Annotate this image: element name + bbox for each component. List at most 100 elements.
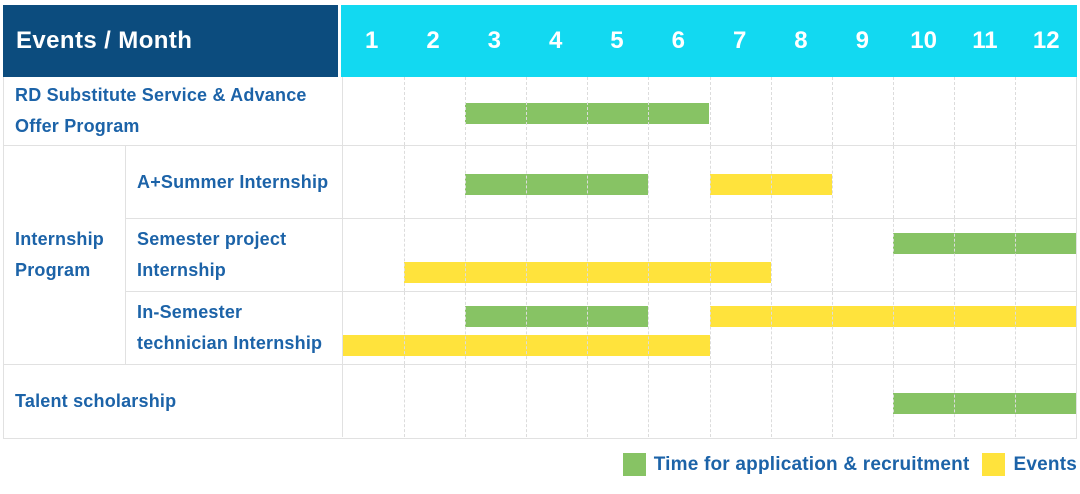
month-header-12: 12 [1032,27,1060,54]
month-gridline [404,219,406,291]
gantt-bar-application [465,306,649,327]
month-gridline [587,365,589,437]
month-gridline [709,146,711,218]
month-gridline [465,77,467,145]
month-gridline [892,77,894,145]
row-a-plus-summer-internship: A+Summer Internship [126,146,1076,219]
month-header-4: 4 [548,27,563,54]
month-gridline [1014,146,1016,218]
row-label: Talent scholarship [4,365,343,437]
header-label-cell: Events / Month [3,5,338,77]
month-gridline [831,292,833,364]
month-header-2: 2 [426,27,440,54]
gantt-table: Events / Month 1 2 3 4 5 6 7 8 9 10 11 1… [3,5,1077,439]
gantt-bar-application [892,393,1076,414]
row-label: In-Semester technician Internship [126,292,343,364]
month-gridline [831,146,833,218]
chart-cell [343,365,1076,437]
gantt-bar-application [465,174,649,195]
month-gridline [648,292,650,364]
month-gridline [953,146,955,218]
month-gridline [526,146,528,218]
month-gridline [1014,365,1016,437]
row-label: Semester project Internship [126,219,343,291]
month-gridline [892,146,894,218]
month-gridline [892,219,894,291]
chart-cell [343,292,1076,364]
month-gridline [404,292,406,364]
month-gridline [526,365,528,437]
legend: Time for application & recruitment Event… [622,453,1077,476]
month-gridline [465,219,467,291]
row-in-semester-technician-internship: In-Semester technician Internship [126,292,1076,364]
month-gridline [465,365,467,437]
month-gridline [648,146,650,218]
gantt-bar-application [892,233,1076,254]
month-header-10: 10 [910,27,937,54]
month-header-8: 8 [794,27,808,54]
month-gridline [709,365,711,437]
month-gridline [587,77,589,145]
month-gridline [526,292,528,364]
month-gridline [953,219,955,291]
month-gridline [404,365,406,437]
month-gridline [770,219,772,291]
month-gridline [587,219,589,291]
month-gridline [709,77,711,145]
legend-item-application: Time for application & recruitment [622,453,970,476]
month-gridline [953,292,955,364]
group-label: Internship Program [4,146,126,364]
month-header-7: 7 [732,27,747,54]
month-gridline [892,292,894,364]
month-gridline [1014,292,1016,364]
chart-cell [343,219,1076,291]
month-header-5: 5 [610,27,624,54]
header-row: Events / Month 1 2 3 4 5 6 7 8 9 10 11 1… [3,5,1077,77]
month-gridline [587,146,589,218]
month-gridline [465,146,467,218]
chart-cell [343,77,1076,145]
legend-item-event: Events [982,453,1077,476]
application-swatch-icon [622,453,646,476]
month-header-9: 9 [855,27,869,54]
row-talent-scholarship: Talent scholarship [4,365,1076,437]
row-semester-project-internship: Semester project Internship [126,219,1076,292]
row-group-internship-program: Internship Program A+Summer Internship S… [4,146,1076,365]
month-gridline [404,146,406,218]
month-gridline [1014,219,1016,291]
month-gridline [770,292,772,364]
month-gridline [648,77,650,145]
month-gridline [526,77,528,145]
month-gridline [404,77,406,145]
month-gridline [892,365,894,437]
month-header-6: 6 [671,27,685,54]
month-gridline [648,365,650,437]
month-gridline [770,77,772,145]
month-gridline [526,219,528,291]
row-label: RD Substitute Service & Advance Offer Pr… [4,77,343,145]
header-gap [338,5,341,77]
month-gridline [587,292,589,364]
row-rd-substitute-service: RD Substitute Service & Advance Offer Pr… [4,77,1076,146]
month-header-1: 1 [364,27,379,54]
month-gridline [648,219,650,291]
group-sub-rows: A+Summer Internship Semester project Int… [126,146,1076,364]
month-gridline [770,365,772,437]
chart-cell [343,146,1076,218]
month-gridline [770,146,772,218]
month-gridline [1014,77,1016,145]
month-header-11: 11 [972,27,998,54]
month-gridline [953,365,955,437]
month-gridline [831,365,833,437]
gantt-body: RD Substitute Service & Advance Offer Pr… [3,77,1077,439]
legend-label: Events [1013,453,1077,475]
month-gridline [953,77,955,145]
month-gridline [709,219,711,291]
month-gridline [709,292,711,364]
month-gridline [465,292,467,364]
month-gridline [831,77,833,145]
row-label: A+Summer Internship [126,146,343,218]
month-header-strip: 1 2 3 4 5 6 7 8 9 10 11 12 [341,5,1077,77]
gantt-bar-application [465,103,710,124]
event-swatch-icon [982,453,1006,476]
